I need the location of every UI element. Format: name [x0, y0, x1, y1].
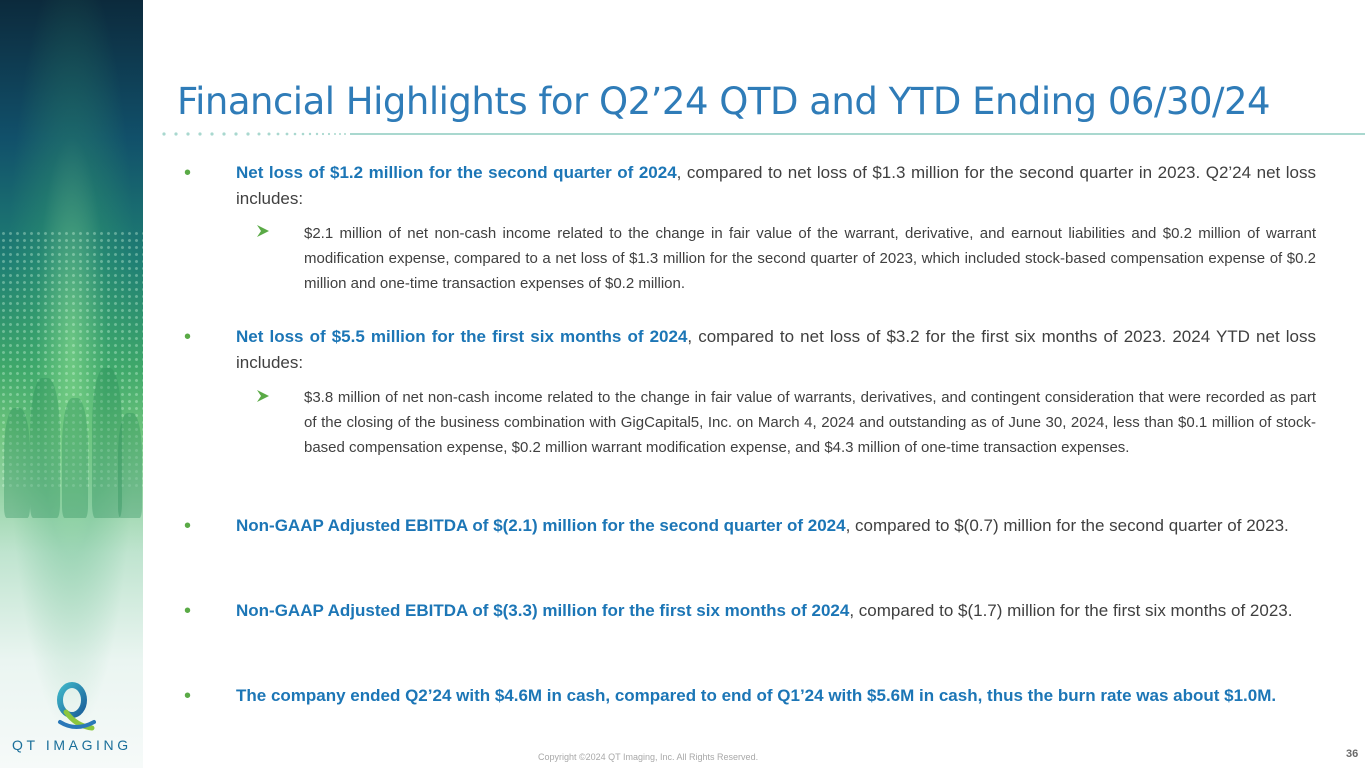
logo-text: QT IMAGING — [12, 737, 132, 753]
bullet-text: , compared to $(0.7) million for the sec… — [845, 516, 1289, 535]
page-title: Financial Highlights for Q2’24 QTD and Y… — [177, 80, 1271, 123]
sub-bullet-item: $3.8 million of net non-cash income rela… — [304, 389, 1316, 456]
bullet-item: Non-GAAP Adjusted EBITDA of $(2.1) milli… — [236, 513, 1316, 539]
silhouette — [62, 398, 88, 518]
bullet-marker: • — [184, 685, 192, 707]
bullet-item: Net loss of $5.5 million for the first s… — [236, 324, 1316, 376]
arrow-bullet-icon — [257, 225, 269, 237]
bullet-highlight: The company ended Q2’24 with $4.6M in ca… — [236, 686, 1277, 705]
silhouette — [92, 368, 122, 518]
bullet-item: The company ended Q2’24 with $4.6M in ca… — [236, 683, 1316, 709]
bullet-highlight: Net loss of $5.5 million for the first s… — [236, 327, 688, 346]
bullet-highlight: Non-GAAP Adjusted EBITDA of $(3.3) milli… — [236, 601, 850, 620]
copyright-text: Copyright ©2024 QT Imaging, Inc. All Rig… — [538, 752, 759, 762]
bullet-highlight: Net loss of $1.2 million for the second … — [236, 163, 677, 182]
silhouette — [4, 408, 30, 518]
title-divider — [162, 132, 1365, 136]
bullet-text: , compared to net loss of $1.3 million f… — [236, 163, 1316, 208]
bullet-item: Non-GAAP Adjusted EBITDA of $(3.3) milli… — [236, 598, 1316, 624]
arrow-bullet-icon — [257, 390, 269, 402]
dot-pattern — [0, 230, 143, 490]
bullet-highlight: Non-GAAP Adjusted EBITDA of $(2.1) milli… — [236, 516, 846, 535]
bullet-marker: • — [184, 162, 192, 184]
sub-bullet-item: $2.1 million of net non-cash income rela… — [304, 225, 1316, 292]
silhouette — [118, 413, 142, 518]
bullet-marker: • — [184, 515, 192, 537]
bullet-item: Net loss of $1.2 million for the second … — [236, 160, 1316, 212]
silhouette — [30, 378, 60, 518]
logo-mark-icon — [57, 682, 96, 731]
bullet-text: , compared to $(1.7) million for the fir… — [849, 601, 1293, 620]
bullet-text: , compared to net loss of $3.2 for the f… — [236, 327, 1316, 372]
sidebar-background-image: QT IMAGING — [0, 0, 143, 768]
company-logo: QT IMAGING — [8, 682, 136, 762]
bullet-marker: • — [184, 326, 192, 348]
bullet-marker: • — [184, 600, 192, 622]
page-number: 36 — [1346, 748, 1359, 760]
